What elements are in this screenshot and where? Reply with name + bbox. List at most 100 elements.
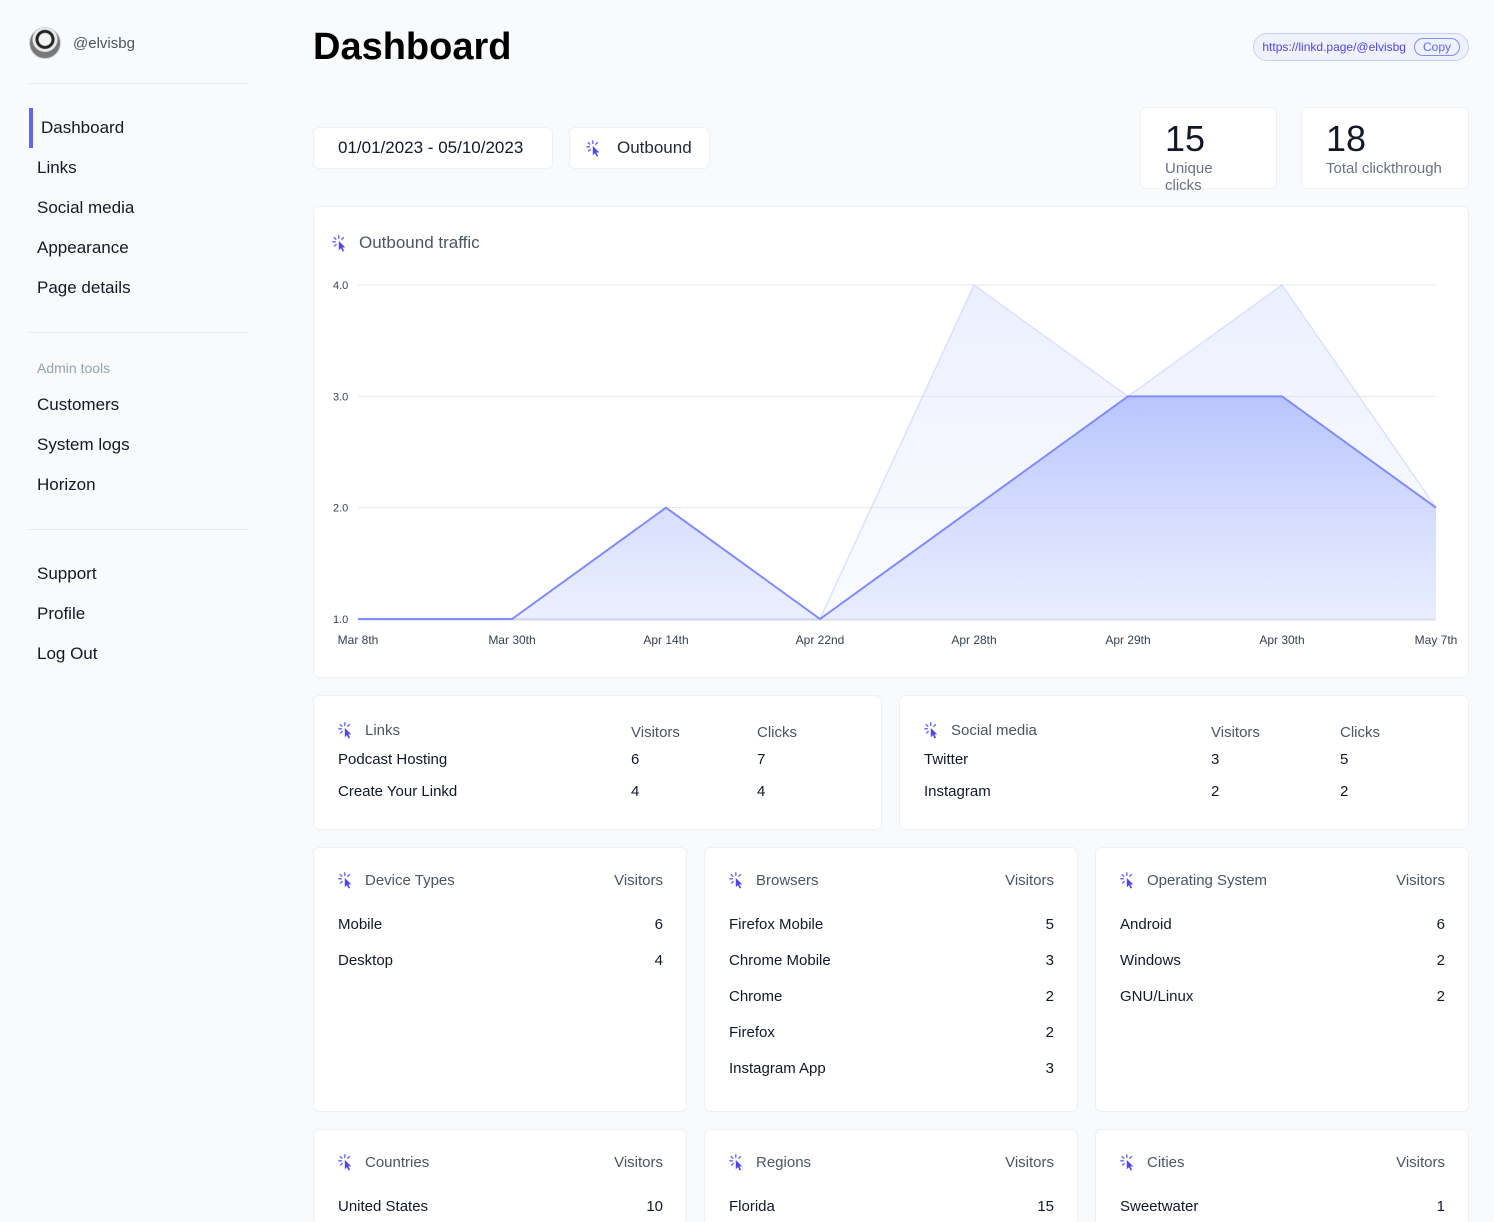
card-title-wrap: Countries	[338, 1154, 429, 1171]
series-area-0	[358, 396, 1436, 619]
sidebar-item-dashboard[interactable]: Dashboard	[29, 108, 248, 148]
card-title: Cities	[1147, 1154, 1185, 1171]
visitors-header: Visitors	[631, 724, 680, 741]
social-clicks: 2	[1340, 783, 1349, 800]
item-value: 15	[1037, 1198, 1054, 1215]
sidebar-divider	[29, 332, 248, 333]
sidebar-item-links[interactable]: Links	[37, 158, 77, 177]
social-clicks: 5	[1340, 751, 1349, 768]
list-item: Desktop 4	[338, 952, 663, 988]
card-title-wrap: Browsers	[729, 872, 819, 889]
social-visitors: 3	[1211, 751, 1220, 768]
item-name: Chrome Mobile	[729, 952, 831, 969]
x-tick-label: Apr 30th	[1259, 633, 1304, 647]
cursor-click-icon	[729, 872, 746, 889]
page-title: Dashboard	[313, 26, 512, 68]
admin-nav: Admin tools Customers System logs Horizo…	[29, 353, 248, 505]
link-clicks: 7	[757, 751, 766, 768]
visitors-header: Visitors	[1211, 724, 1260, 741]
sidebar-item-social-media[interactable]: Social media	[37, 198, 135, 217]
visitors-header: Visitors	[1396, 872, 1445, 889]
item-name: Desktop	[338, 952, 394, 969]
item-name: United States	[338, 1198, 429, 1215]
item-value: 6	[1436, 916, 1445, 933]
visitors-header: Visitors	[1005, 872, 1054, 889]
stat-value: 15	[1165, 118, 1206, 159]
social-name[interactable]: Instagram	[924, 783, 991, 800]
card-title: Regions	[756, 1154, 812, 1171]
cities-card: Cities Visitors Sweetwater 1	[1095, 1129, 1469, 1222]
visitors-header: Visitors	[1396, 1154, 1445, 1171]
link-name[interactable]: Create Your Linkd	[338, 783, 458, 800]
chart-title: Outbound traffic	[332, 233, 480, 253]
chart-title-text: Outbound traffic	[359, 233, 480, 252]
item-name: Mobile	[338, 916, 383, 933]
sidebar-item-system-logs[interactable]: System logs	[37, 435, 130, 454]
item-name: Chrome	[729, 988, 783, 1005]
card-title: Countries	[365, 1154, 430, 1171]
chart-svg: 1.0 2.0 3.0 4.0 Mar 8th Mar 30th Apr 14th Apr 2…	[333, 280, 1458, 647]
item-name: GNU/Linux	[1120, 988, 1194, 1005]
sidebar-item-profile[interactable]: Profile	[37, 604, 86, 623]
link-clicks: 4	[757, 783, 766, 800]
card-title-wrap: Cities	[1120, 1154, 1185, 1171]
x-tick-label: Apr 14th	[643, 633, 688, 647]
item-value: 6	[654, 916, 663, 933]
cursor-click-icon	[924, 722, 941, 739]
copy-button[interactable]: Copy	[1413, 38, 1460, 56]
link-visitors: 4	[631, 783, 640, 800]
stat-rows: Mobile 6 Desktop 4	[338, 916, 663, 988]
item-name: Florida	[729, 1198, 775, 1215]
outbound-filter-button[interactable]: Outbound	[569, 127, 710, 169]
stat-value: 18	[1326, 118, 1367, 159]
stat-rows: United States 10	[338, 1198, 663, 1222]
admin-tools-label: Admin tools	[37, 360, 111, 376]
page-url[interactable]: https://linkd.page/@elvisbg	[1262, 40, 1406, 54]
operating-system-card: Operating System Visitors Android 6 Windows 2…	[1095, 847, 1469, 1112]
links-card-title: Links	[338, 722, 400, 739]
sidebar-item-horizon[interactable]: Horizon	[37, 475, 96, 494]
stat-rows: Sweetwater 1	[1120, 1198, 1445, 1222]
date-range-picker[interactable]: 01/01/2023 - 05/10/2023	[313, 127, 553, 169]
social-card-title: Social media	[924, 722, 1037, 739]
y-tick-label: 2.0	[333, 503, 348, 515]
outbound-traffic-chart: Outbound traffic 1.0 2.0 3.0 4.0 Mar 8th Mar …	[313, 206, 1469, 678]
sidebar-item-customers[interactable]: Customers	[37, 395, 120, 414]
card-header: Countries Visitors	[338, 1154, 663, 1171]
user-profile[interactable]: @elvisbg	[29, 27, 135, 59]
list-item: Instagram App 3	[729, 1060, 1054, 1096]
sidebar-item-log-out[interactable]: Log Out	[37, 644, 98, 663]
item-name: Instagram App	[729, 1060, 826, 1077]
cursor-click-icon	[338, 872, 355, 889]
footer-nav: Support Profile Log Out	[29, 554, 248, 674]
clicks-header: Clicks	[757, 724, 797, 741]
link-name[interactable]: Podcast Hosting	[338, 751, 448, 768]
list-item: Chrome Mobile 3	[729, 952, 1054, 988]
browsers-card: Browsers Visitors Firefox Mobile 5 Chrome Mo…	[704, 847, 1078, 1112]
page-url-pill: https://linkd.page/@elvisbg Copy	[1253, 33, 1469, 61]
card-header: Operating System Visitors	[1120, 872, 1445, 889]
card-header: Device Types Visitors	[338, 872, 663, 889]
stat-total-clickthrough: 18 Total clickthrough	[1301, 107, 1469, 189]
card-title: Browsers	[756, 872, 819, 889]
cursor-click-icon	[1120, 872, 1137, 889]
countries-card: Countries Visitors United States 10	[313, 1129, 687, 1222]
list-item: GNU/Linux 2	[1120, 988, 1445, 1024]
sidebar: @elvisbg Dashboard Links Social media Ap…	[0, 0, 278, 1222]
x-tick-label: May 7th	[1415, 633, 1458, 647]
cursor-click-icon	[586, 140, 603, 157]
item-value: 1	[1436, 1198, 1445, 1215]
card-title: Operating System	[1147, 872, 1268, 889]
sidebar-item-support[interactable]: Support	[37, 564, 97, 583]
list-item: Windows 2	[1120, 952, 1445, 988]
item-value: 10	[646, 1198, 663, 1215]
main-nav: Dashboard Links Social media Appearance …	[29, 108, 248, 308]
social-name[interactable]: Twitter	[924, 751, 969, 768]
y-tick-label: 4.0	[333, 280, 348, 292]
avatar[interactable]	[29, 27, 61, 59]
sidebar-item-page-details[interactable]: Page details	[37, 278, 131, 297]
cursor-click-icon	[729, 1154, 746, 1171]
sidebar-item-appearance[interactable]: Appearance	[37, 238, 129, 257]
cursor-click-icon	[1120, 1154, 1137, 1171]
item-name: Windows	[1120, 952, 1181, 969]
